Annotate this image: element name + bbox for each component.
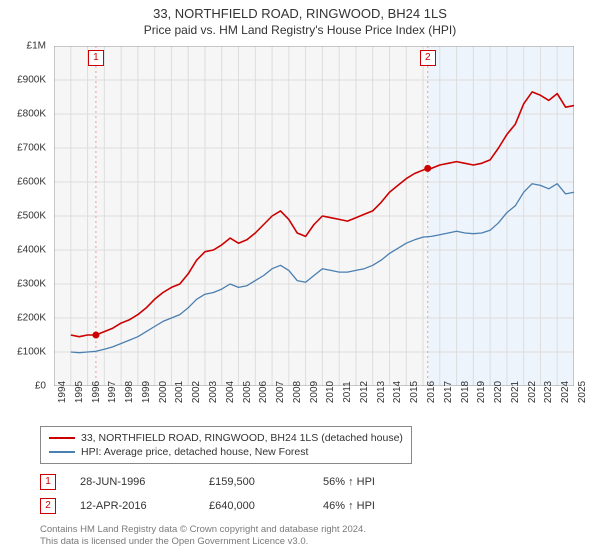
x-axis-label: 2003 bbox=[208, 381, 219, 403]
legend-item: 33, NORTHFIELD ROAD, RINGWOOD, BH24 1LS … bbox=[49, 431, 403, 445]
y-axis-label: £100K bbox=[0, 347, 46, 358]
sale-price: £640,000 bbox=[209, 500, 299, 512]
x-axis-label: 1997 bbox=[107, 381, 118, 403]
sales-table: 1 28-JUN-1996 £159,500 56% ↑ HPI 2 12-APR-201… bbox=[40, 470, 375, 518]
sale-marker-2: 2 bbox=[420, 50, 436, 66]
sale-price: £159,500 bbox=[209, 476, 299, 488]
x-axis-label: 2018 bbox=[460, 381, 471, 403]
sale-hpi-delta: 46% ↑ HPI bbox=[323, 500, 375, 512]
x-axis-label: 2008 bbox=[292, 381, 303, 403]
sale-number-box: 1 bbox=[40, 474, 56, 490]
y-axis-label: £800K bbox=[0, 109, 46, 120]
sale-date: 28-JUN-1996 bbox=[80, 476, 185, 488]
chart-svg bbox=[54, 46, 574, 386]
x-axis-label: 2023 bbox=[543, 381, 554, 403]
chart-area: £0£100K£200K£300K£400K£500K£600K£700K£80… bbox=[54, 46, 574, 386]
y-axis-label: £700K bbox=[0, 143, 46, 154]
x-axis-label: 2005 bbox=[242, 381, 253, 403]
x-axis-label: 2024 bbox=[560, 381, 571, 403]
chart-container: 33, NORTHFIELD ROAD, RINGWOOD, BH24 1LS … bbox=[0, 0, 600, 560]
sale-row: 1 28-JUN-1996 £159,500 56% ↑ HPI bbox=[40, 470, 375, 494]
y-axis-label: £300K bbox=[0, 279, 46, 290]
footer-line-2: This data is licensed under the Open Gov… bbox=[40, 536, 366, 548]
x-axis-label: 2012 bbox=[359, 381, 370, 403]
sale-marker-1: 1 bbox=[88, 50, 104, 66]
legend-swatch bbox=[49, 437, 75, 439]
y-axis-label: £1M bbox=[0, 41, 46, 52]
x-axis-label: 2004 bbox=[225, 381, 236, 403]
x-axis-label: 2014 bbox=[392, 381, 403, 403]
legend-label: HPI: Average price, detached house, New … bbox=[81, 446, 308, 458]
x-axis-label: 1995 bbox=[74, 381, 85, 403]
y-axis-label: £900K bbox=[0, 75, 46, 86]
footer-line-1: Contains HM Land Registry data © Crown c… bbox=[40, 524, 366, 536]
legend-item: HPI: Average price, detached house, New … bbox=[49, 445, 403, 459]
legend-swatch bbox=[49, 451, 75, 453]
x-axis-label: 2007 bbox=[275, 381, 286, 403]
x-axis-label: 2000 bbox=[158, 381, 169, 403]
x-axis-label: 1998 bbox=[124, 381, 135, 403]
x-axis-label: 2019 bbox=[476, 381, 487, 403]
x-axis-label: 2020 bbox=[493, 381, 504, 403]
y-axis-label: £500K bbox=[0, 211, 46, 222]
sale-number-box: 2 bbox=[40, 498, 56, 514]
sale-hpi-delta: 56% ↑ HPI bbox=[323, 476, 375, 488]
x-axis-label: 2015 bbox=[409, 381, 420, 403]
sale-date: 12-APR-2016 bbox=[80, 500, 185, 512]
y-axis-label: £600K bbox=[0, 177, 46, 188]
x-axis-label: 2017 bbox=[443, 381, 454, 403]
legend-box: 33, NORTHFIELD ROAD, RINGWOOD, BH24 1LS … bbox=[40, 426, 412, 464]
x-axis-label: 2006 bbox=[258, 381, 269, 403]
x-axis-label: 2011 bbox=[342, 381, 353, 403]
x-axis-label: 2002 bbox=[191, 381, 202, 403]
x-axis-label: 2009 bbox=[309, 381, 320, 403]
y-axis-label: £0 bbox=[0, 381, 46, 392]
legend-label: 33, NORTHFIELD ROAD, RINGWOOD, BH24 1LS … bbox=[81, 432, 403, 444]
x-axis-label: 2025 bbox=[577, 381, 588, 403]
x-axis-label: 2022 bbox=[527, 381, 538, 403]
x-axis-label: 2016 bbox=[426, 381, 437, 403]
x-axis-label: 2021 bbox=[510, 381, 521, 403]
sale-row: 2 12-APR-2016 £640,000 46% ↑ HPI bbox=[40, 494, 375, 518]
x-axis-label: 1999 bbox=[141, 381, 152, 403]
y-axis-label: £400K bbox=[0, 245, 46, 256]
x-axis-label: 2001 bbox=[174, 381, 185, 403]
x-axis-label: 1996 bbox=[91, 381, 102, 403]
chart-title: 33, NORTHFIELD ROAD, RINGWOOD, BH24 1LS bbox=[0, 0, 600, 21]
y-axis-label: £200K bbox=[0, 313, 46, 324]
footer-attribution: Contains HM Land Registry data © Crown c… bbox=[40, 524, 366, 549]
chart-subtitle: Price paid vs. HM Land Registry's House … bbox=[0, 21, 600, 41]
x-axis-label: 2013 bbox=[376, 381, 387, 403]
x-axis-label: 1994 bbox=[57, 381, 68, 403]
x-axis-label: 2010 bbox=[325, 381, 336, 403]
